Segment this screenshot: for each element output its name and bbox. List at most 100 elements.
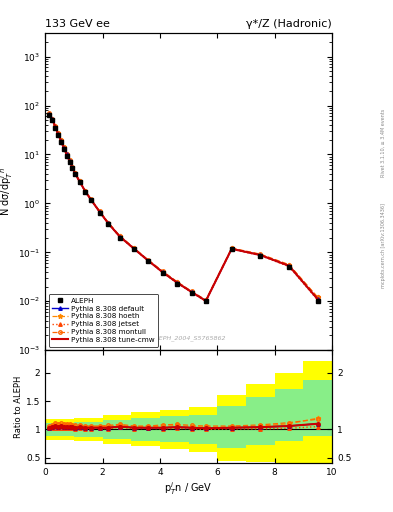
ALEPH xyxy=(316,298,320,304)
Pythia 8.308 montull xyxy=(70,164,75,170)
Pythia 8.308 hoeth xyxy=(146,258,151,264)
Pythia 8.308 default xyxy=(118,233,122,240)
Pythia 8.308 jetset xyxy=(204,298,208,304)
Pythia 8.308 tune-cmw xyxy=(287,263,292,269)
ALEPH xyxy=(189,290,194,296)
Pythia 8.308 tune-cmw xyxy=(77,179,82,185)
ALEPH xyxy=(59,139,63,145)
Pythia 8.308 default xyxy=(316,296,320,302)
Pythia 8.308 jetset xyxy=(287,264,292,270)
Pythia 8.308 tune-cmw xyxy=(230,246,234,252)
Pythia 8.308 tune-cmw xyxy=(118,233,122,240)
Pythia 8.308 default xyxy=(204,298,208,304)
Pythia 8.308 tune-cmw xyxy=(70,164,75,170)
X-axis label: p$^i_T$n / GeV: p$^i_T$n / GeV xyxy=(164,480,213,497)
Pythia 8.308 montull xyxy=(204,297,208,303)
Pythia 8.308 hoeth xyxy=(89,197,94,203)
Line: Pythia 8.308 hoeth: Pythia 8.308 hoeth xyxy=(47,111,320,303)
Pythia 8.308 tune-cmw xyxy=(106,220,111,226)
Pythia 8.308 montull xyxy=(258,251,263,257)
Pythia 8.308 montull xyxy=(316,294,320,301)
Pythia 8.308 hoeth xyxy=(61,144,66,151)
ALEPH xyxy=(56,132,61,138)
ALEPH xyxy=(287,264,292,270)
Pythia 8.308 default xyxy=(77,179,82,185)
Pythia 8.308 montull xyxy=(175,279,180,285)
ALEPH xyxy=(53,125,58,131)
Pythia 8.308 hoeth xyxy=(56,130,61,136)
Line: Pythia 8.308 jetset: Pythia 8.308 jetset xyxy=(48,113,320,303)
Pythia 8.308 montull xyxy=(47,111,52,117)
Pythia 8.308 montull xyxy=(287,262,292,268)
Pythia 8.308 default xyxy=(56,131,61,137)
Pythia 8.308 jetset xyxy=(160,269,165,275)
Line: Pythia 8.308 default: Pythia 8.308 default xyxy=(48,112,320,303)
Pythia 8.308 jetset xyxy=(89,197,94,203)
Pythia 8.308 default xyxy=(146,258,151,264)
Pythia 8.308 hoeth xyxy=(47,111,52,117)
Pythia 8.308 jetset xyxy=(316,297,320,303)
ALEPH xyxy=(258,253,263,259)
Pythia 8.308 jetset xyxy=(56,132,61,138)
ALEPH xyxy=(50,117,55,123)
Pythia 8.308 default xyxy=(97,209,102,215)
Pythia 8.308 montull xyxy=(56,130,61,136)
Pythia 8.308 default xyxy=(50,116,55,122)
Pythia 8.308 default xyxy=(160,269,165,275)
Pythia 8.308 jetset xyxy=(53,124,58,131)
Pythia 8.308 tune-cmw xyxy=(146,258,151,264)
Pythia 8.308 jetset xyxy=(189,289,194,295)
Pythia 8.308 jetset xyxy=(77,179,82,185)
Pythia 8.308 tune-cmw xyxy=(59,138,63,144)
Pythia 8.308 jetset xyxy=(70,165,75,171)
Pythia 8.308 default xyxy=(89,197,94,203)
ALEPH xyxy=(83,189,88,195)
Text: 133 GeV ee: 133 GeV ee xyxy=(45,19,110,30)
ALEPH xyxy=(230,246,234,252)
ALEPH xyxy=(146,259,151,265)
Pythia 8.308 montull xyxy=(67,157,72,163)
ALEPH xyxy=(106,221,111,227)
Pythia 8.308 hoeth xyxy=(73,170,78,177)
Pythia 8.308 hoeth xyxy=(230,245,234,251)
Pythia 8.308 hoeth xyxy=(175,279,180,285)
Pythia 8.308 tune-cmw xyxy=(189,289,194,295)
Pythia 8.308 montull xyxy=(106,220,111,226)
Pythia 8.308 hoeth xyxy=(258,251,263,258)
ALEPH xyxy=(61,146,66,152)
Pythia 8.308 hoeth xyxy=(204,297,208,304)
ALEPH xyxy=(204,298,208,304)
Pythia 8.308 default xyxy=(70,164,75,170)
Pythia 8.308 montull xyxy=(73,170,78,176)
Pythia 8.308 default xyxy=(175,280,180,286)
Text: mcplots.cern.ch [arXiv:1306.3436]: mcplots.cern.ch [arXiv:1306.3436] xyxy=(381,203,386,288)
Pythia 8.308 default xyxy=(59,138,63,144)
Pythia 8.308 hoeth xyxy=(77,178,82,184)
Pythia 8.308 tune-cmw xyxy=(316,296,320,302)
Pythia 8.308 montull xyxy=(189,288,194,294)
Line: ALEPH: ALEPH xyxy=(47,112,320,304)
Pythia 8.308 montull xyxy=(83,188,88,194)
Pythia 8.308 montull xyxy=(61,144,66,150)
ALEPH xyxy=(175,281,180,287)
Text: Rivet 3.1.10, ≥ 3.4M events: Rivet 3.1.10, ≥ 3.4M events xyxy=(381,109,386,178)
Pythia 8.308 tune-cmw xyxy=(160,269,165,275)
Pythia 8.308 jetset xyxy=(61,145,66,152)
Pythia 8.308 hoeth xyxy=(50,116,55,122)
Pythia 8.308 hoeth xyxy=(70,164,75,170)
Pythia 8.308 default xyxy=(67,158,72,164)
Pythia 8.308 jetset xyxy=(132,246,136,252)
Pythia 8.308 hoeth xyxy=(106,220,111,226)
Pythia 8.308 default xyxy=(106,220,111,226)
Line: Pythia 8.308 montull: Pythia 8.308 montull xyxy=(48,112,320,302)
Pythia 8.308 hoeth xyxy=(67,158,72,164)
Pythia 8.308 tune-cmw xyxy=(61,145,66,151)
Pythia 8.308 jetset xyxy=(146,258,151,264)
Legend: ALEPH, Pythia 8.308 default, Pythia 8.308 hoeth, Pythia 8.308 jetset, Pythia 8.3: ALEPH, Pythia 8.308 default, Pythia 8.30… xyxy=(49,294,158,347)
ALEPH xyxy=(132,246,136,252)
Pythia 8.308 hoeth xyxy=(97,208,102,215)
Pythia 8.308 jetset xyxy=(175,280,180,286)
Pythia 8.308 hoeth xyxy=(59,137,63,143)
Pythia 8.308 tune-cmw xyxy=(64,152,69,158)
Pythia 8.308 default xyxy=(64,152,69,158)
